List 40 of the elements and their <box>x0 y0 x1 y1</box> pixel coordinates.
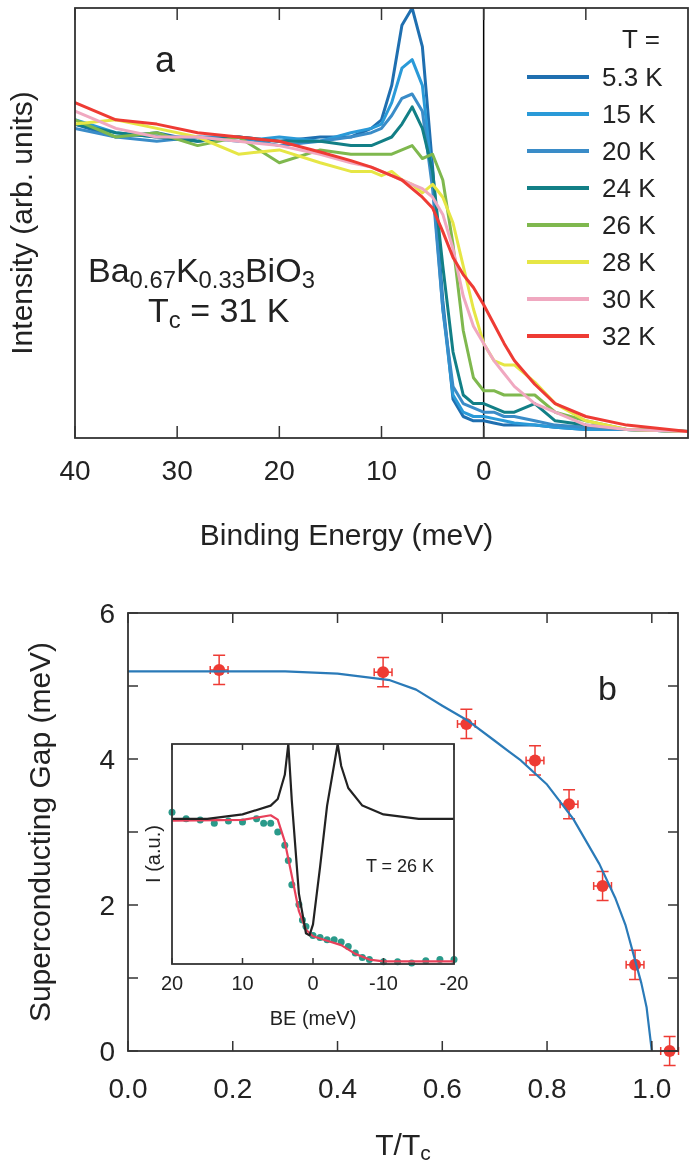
x-tick-label: 0.2 <box>213 1073 253 1104</box>
y-tick-label: 0 <box>99 1036 115 1067</box>
legend-title: T = <box>622 24 660 54</box>
y-axis-title: Superconducting Gap (meV) <box>23 641 56 1023</box>
legend-label: 30 K <box>602 284 657 314</box>
annotation: a <box>155 39 176 80</box>
x-tick-label: 10 <box>231 972 254 994</box>
x-tick-label: 0.4 <box>318 1073 357 1104</box>
x-tick-label: 20 <box>263 455 295 486</box>
x-tick-label: 20 <box>160 972 184 994</box>
x-tick-label: 1.0 <box>632 1073 672 1104</box>
y-axis-title: I (a.u.) <box>142 825 164 883</box>
x-tick-label: -20 <box>439 972 469 994</box>
x-tick-label: 0.8 <box>527 1073 567 1104</box>
x-tick-label: 10 <box>365 455 398 486</box>
legend-label: 15 K <box>602 99 657 129</box>
x-axis-title: T/T$_{c}$ <box>375 1128 431 1165</box>
legend-label: 20 K <box>602 136 657 166</box>
legend-label: 26 K <box>602 210 657 240</box>
x-tick-label: 0.6 <box>422 1073 462 1104</box>
y-axis-title: Intensity (arb. units) <box>5 91 38 355</box>
y-tick-label: 4 <box>99 744 115 775</box>
annotation: T$_{c}$ = 31 K <box>148 291 290 333</box>
x-tick-label: 40 <box>59 455 91 486</box>
y-tick-label: 6 <box>99 598 115 629</box>
y-tick-label: 2 <box>99 890 115 921</box>
legend-label: 24 K <box>602 173 657 203</box>
x-axis-title: BE (meV) <box>269 1007 357 1029</box>
legend-label: 28 K <box>602 247 657 277</box>
x-tick-label: -10 <box>369 972 398 994</box>
x-axis-title: Binding Energy (meV) <box>199 518 494 551</box>
annotation: Ba$_{0.67}$K$_{0.33}$BiO$_{3}$ <box>88 251 315 293</box>
legend-label: 32 K <box>602 321 657 351</box>
x-tick-label: 30 <box>161 455 193 486</box>
annotation: b <box>598 669 617 707</box>
x-tick-label: 0 <box>475 455 492 486</box>
annotation: T = 26 K <box>365 856 435 876</box>
x-tick-label: 0 <box>307 972 319 994</box>
legend-label: 5.3 K <box>602 62 664 92</box>
x-tick-label: 0.0 <box>108 1073 148 1104</box>
